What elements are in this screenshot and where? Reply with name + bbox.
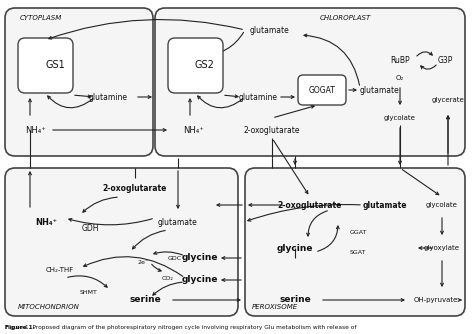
FancyBboxPatch shape — [5, 8, 153, 156]
FancyBboxPatch shape — [5, 168, 238, 316]
Text: GOGAT: GOGAT — [309, 86, 336, 95]
Text: GDC: GDC — [168, 256, 182, 261]
Text: G3P: G3P — [438, 55, 453, 64]
Text: GDH: GDH — [81, 223, 99, 232]
Text: 2-oxoglutarate: 2-oxoglutarate — [103, 183, 167, 192]
Text: glutamine: glutamine — [89, 93, 128, 102]
Text: OH-pyruvate: OH-pyruvate — [414, 297, 458, 303]
Text: serine: serine — [279, 296, 311, 305]
Text: glycerate: glycerate — [432, 97, 465, 103]
Text: glycine: glycine — [277, 243, 313, 253]
FancyBboxPatch shape — [168, 38, 223, 93]
Text: O₂: O₂ — [396, 75, 404, 81]
Text: CYTOPLASM: CYTOPLASM — [20, 15, 62, 21]
Text: 2-oxoglutarate: 2-oxoglutarate — [278, 200, 342, 209]
Text: glutamine: glutamine — [238, 93, 277, 102]
FancyBboxPatch shape — [298, 75, 346, 105]
Text: glyoxylate: glyoxylate — [424, 245, 460, 251]
FancyBboxPatch shape — [245, 168, 465, 316]
Text: GGAT: GGAT — [349, 229, 367, 234]
Text: glycolate: glycolate — [384, 115, 416, 121]
Text: MITOCHONDRION: MITOCHONDRION — [18, 304, 80, 310]
Text: NH₄⁺: NH₄⁺ — [25, 126, 46, 135]
Text: CHLOROPLAST: CHLOROPLAST — [320, 15, 371, 21]
Text: 2-oxoglutarate: 2-oxoglutarate — [244, 126, 300, 135]
Text: CO₂: CO₂ — [162, 276, 174, 281]
Text: glycine: glycine — [182, 276, 218, 285]
Text: glycine: glycine — [182, 254, 218, 263]
Text: Figure 1. Proposed diagram of the photorespiratory nitrogen cycle involving resp: Figure 1. Proposed diagram of the photor… — [5, 326, 356, 331]
Text: glutamate: glutamate — [363, 200, 407, 209]
Text: glutamate: glutamate — [360, 86, 400, 95]
Text: NH₄⁺: NH₄⁺ — [183, 126, 204, 135]
Text: RuBP: RuBP — [390, 55, 410, 64]
Text: 2e⁻: 2e⁻ — [137, 260, 148, 265]
Text: CH₂-THF: CH₂-THF — [46, 267, 74, 273]
Text: NH₄⁺: NH₄⁺ — [35, 217, 57, 226]
Text: SHMT: SHMT — [80, 290, 98, 295]
Text: glutamate: glutamate — [158, 217, 198, 226]
Text: GS2: GS2 — [195, 60, 215, 70]
Text: glutamate: glutamate — [250, 25, 290, 34]
FancyBboxPatch shape — [18, 38, 73, 93]
Text: PEROXISOME: PEROXISOME — [252, 304, 298, 310]
Text: SGAT: SGAT — [350, 249, 366, 255]
Text: Figure 1.: Figure 1. — [5, 326, 35, 331]
Text: serine: serine — [129, 296, 161, 305]
Text: glycolate: glycolate — [426, 202, 458, 208]
Text: GS1: GS1 — [45, 60, 65, 70]
FancyBboxPatch shape — [155, 8, 465, 156]
